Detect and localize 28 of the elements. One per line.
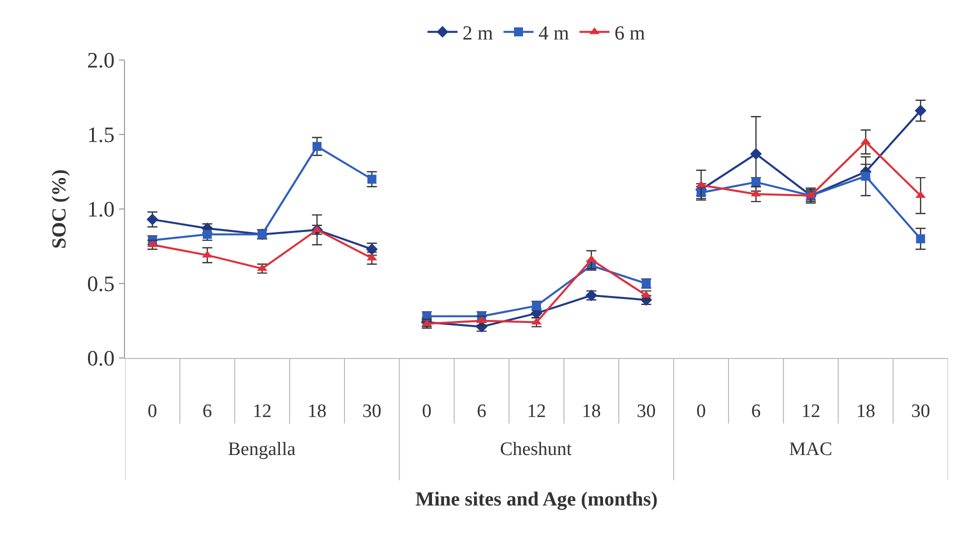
y-tick-label: 1.0	[87, 196, 115, 222]
y-tick-label: 0.5	[87, 271, 115, 296]
x-tick-label: 6	[751, 400, 761, 422]
text: MAC	[789, 439, 832, 460]
x-tick-label: 12	[527, 400, 546, 422]
x-tick-label: 18	[856, 400, 876, 422]
x-tick-label: 18	[582, 400, 601, 422]
legend-label: 4 m	[538, 22, 570, 45]
x-tick-label: 30	[636, 400, 656, 422]
x-tick-label: 6	[476, 400, 486, 422]
y-tick-label: 0.0	[87, 346, 115, 371]
x-tick-label: 30	[362, 400, 382, 422]
x-tick-label: 0	[696, 400, 706, 422]
x-tick-label: 18	[308, 400, 327, 422]
text: Cheshunt	[500, 439, 572, 460]
x-tick-label: 6	[202, 400, 212, 422]
x-tick-label: 12	[801, 400, 820, 422]
text: Bengalla	[228, 439, 296, 460]
y-tick-label: 1.5	[87, 122, 115, 148]
x-tick-label: 12	[252, 400, 272, 422]
y-axis-title: SOC (%)	[48, 169, 71, 249]
x-tick-label: 30	[911, 400, 930, 422]
x-tick-label: 0	[422, 400, 432, 422]
legend-label: 6 m	[614, 22, 646, 45]
x-tick-label: 0	[148, 400, 158, 422]
y-tick-label: 2.0	[87, 48, 115, 73]
x-axis-title: Mine sites and Age (months)	[415, 488, 658, 510]
legend-label: 2 m	[462, 22, 494, 45]
